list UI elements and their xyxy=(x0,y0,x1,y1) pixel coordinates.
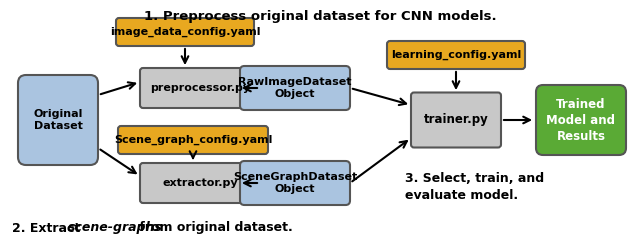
FancyBboxPatch shape xyxy=(18,75,98,165)
Text: trainer.py: trainer.py xyxy=(424,114,488,127)
Text: 3. Select, train, and
evaluate model.: 3. Select, train, and evaluate model. xyxy=(405,172,544,202)
Text: 1. Preprocess original dataset for CNN models.: 1. Preprocess original dataset for CNN m… xyxy=(144,10,496,23)
FancyBboxPatch shape xyxy=(118,126,268,154)
Text: Original
Dataset: Original Dataset xyxy=(33,109,83,131)
FancyBboxPatch shape xyxy=(140,68,260,108)
FancyBboxPatch shape xyxy=(387,41,525,69)
Text: Scene_graph_config.yaml: Scene_graph_config.yaml xyxy=(114,135,272,145)
FancyBboxPatch shape xyxy=(240,66,350,110)
Text: from original dataset.: from original dataset. xyxy=(135,221,293,234)
FancyBboxPatch shape xyxy=(140,163,260,203)
Text: Trained
Model and
Results: Trained Model and Results xyxy=(547,98,616,142)
Text: image_data_config.yaml: image_data_config.yaml xyxy=(109,27,260,37)
Text: 2. Extract: 2. Extract xyxy=(12,221,84,234)
Text: learning_config.yaml: learning_config.yaml xyxy=(391,50,521,60)
FancyBboxPatch shape xyxy=(536,85,626,155)
FancyBboxPatch shape xyxy=(240,161,350,205)
Text: scene-graphs: scene-graphs xyxy=(68,221,163,234)
Text: SceneGraphDataset
Object: SceneGraphDataset Object xyxy=(233,172,357,194)
FancyBboxPatch shape xyxy=(116,18,254,46)
Text: RawImageDataset
Object: RawImageDataset Object xyxy=(238,77,352,99)
Text: preprocessor.py: preprocessor.py xyxy=(150,83,250,93)
Text: extractor.py: extractor.py xyxy=(162,178,238,188)
FancyBboxPatch shape xyxy=(411,93,501,147)
